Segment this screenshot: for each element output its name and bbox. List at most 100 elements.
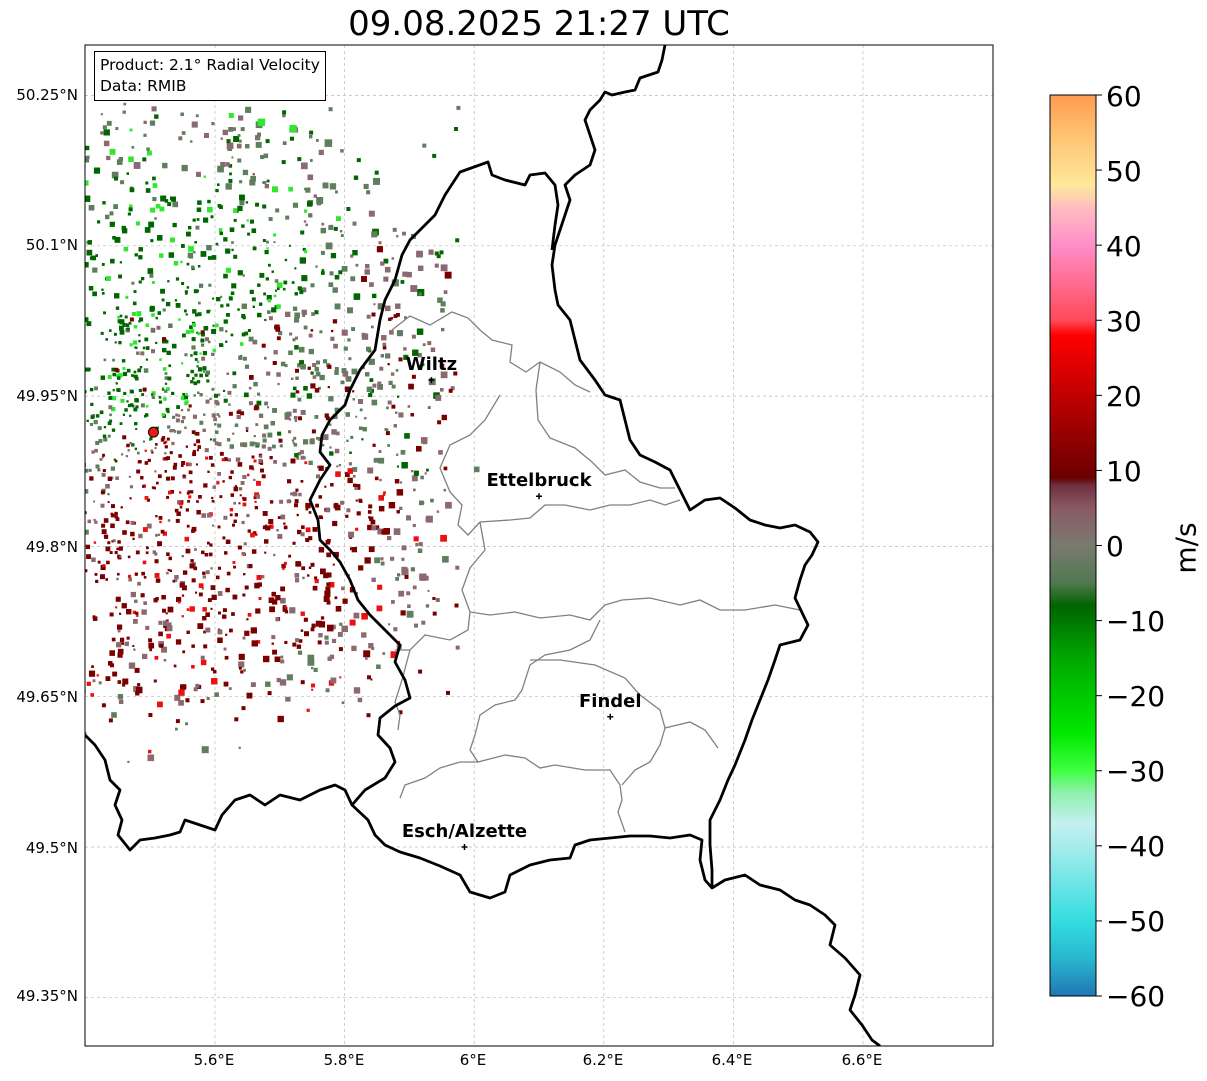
- velocity-bin: [301, 525, 305, 529]
- velocity-bin: [186, 262, 190, 266]
- velocity-bin: [78, 469, 83, 474]
- velocity-bin: [135, 428, 138, 430]
- velocity-bin: [378, 450, 382, 453]
- velocity-bin: [30, 194, 37, 201]
- velocity-bin: [320, 227, 326, 234]
- velocity-bin: [251, 549, 257, 554]
- velocity-bin: [261, 343, 266, 348]
- velocity-bin: [40, 365, 43, 368]
- velocity-bin: [146, 346, 150, 350]
- velocity-bin: [395, 303, 401, 309]
- velocity-bin: [238, 487, 243, 491]
- velocity-bin: [282, 462, 287, 467]
- velocity-bin: [162, 337, 166, 342]
- velocity-bin: [180, 420, 184, 424]
- velocity-bin: [91, 665, 94, 668]
- velocity-bin: [320, 568, 326, 575]
- velocity-bin: [280, 659, 285, 664]
- velocity-bin: [292, 338, 296, 342]
- velocity-bin: [98, 681, 102, 685]
- velocity-bin: [148, 642, 155, 649]
- velocity-bin: [138, 255, 143, 260]
- velocity-bin: [303, 439, 309, 445]
- velocity-bin: [367, 467, 374, 474]
- velocity-bin: [108, 396, 113, 400]
- velocity-bin: [203, 217, 209, 223]
- velocity-bin: [453, 371, 458, 376]
- velocity-bin: [228, 164, 233, 168]
- velocity-bin: [58, 607, 61, 610]
- velocity-bin: [398, 412, 404, 418]
- velocity-bin: [267, 298, 271, 303]
- velocity-bin: [151, 349, 155, 354]
- velocity-bin: [251, 455, 255, 459]
- velocity-bin: [71, 451, 73, 453]
- velocity-bin: [191, 337, 196, 342]
- lon-tick-label: 6.6°E: [841, 1051, 883, 1069]
- velocity-bin: [208, 283, 212, 287]
- velocity-bin: [54, 451, 59, 456]
- velocity-bin: [115, 382, 118, 385]
- velocity-bin: [56, 180, 61, 185]
- velocity-bin: [118, 699, 124, 704]
- velocity-bin: [352, 221, 357, 226]
- velocity-bin: [168, 556, 172, 561]
- velocity-bin: [79, 153, 83, 157]
- velocity-bin: [73, 417, 76, 420]
- velocity-bin: [202, 607, 207, 612]
- velocity-bin: [289, 125, 297, 133]
- velocity-bin: [51, 295, 53, 297]
- velocity-bin: [201, 550, 205, 555]
- velocity-bin: [126, 520, 129, 524]
- velocity-bin: [105, 546, 111, 552]
- velocity-bin: [436, 254, 441, 259]
- velocity-bin: [329, 271, 334, 276]
- velocity-bin: [58, 607, 61, 610]
- velocity-bin: [294, 499, 299, 504]
- velocity-bin: [263, 292, 267, 296]
- velocity-bin: [232, 561, 236, 564]
- velocity-bin: [282, 110, 287, 115]
- velocity-bin: [128, 207, 133, 212]
- velocity-bin: [382, 342, 387, 347]
- velocity-bin: [239, 200, 245, 206]
- velocity-bin: [262, 204, 267, 209]
- velocity-bin: [198, 592, 203, 597]
- velocity-bin: [312, 527, 318, 532]
- velocity-bin: [127, 760, 130, 763]
- velocity-bin: [240, 342, 244, 346]
- velocity-bin: [102, 564, 106, 567]
- velocity-bin: [75, 382, 79, 386]
- velocity-bin: [132, 301, 137, 306]
- velocity-bin: [103, 426, 107, 429]
- velocity-bin: [53, 521, 58, 526]
- velocity-bin: [93, 167, 101, 174]
- velocity-bin: [36, 184, 40, 188]
- velocity-bin: [54, 138, 56, 140]
- velocity-bin: [352, 250, 358, 256]
- velocity-bin: [320, 616, 325, 620]
- velocity-bin: [184, 395, 189, 400]
- velocity-bin: [36, 613, 40, 617]
- velocity-bin: [305, 223, 308, 227]
- velocity-bin: [304, 461, 308, 465]
- velocity-bin: [292, 442, 295, 445]
- velocity-bin: [272, 186, 278, 193]
- velocity-bin: [296, 456, 300, 460]
- velocity-bin: [161, 646, 167, 653]
- velocity-bin: [237, 205, 243, 212]
- velocity-bin: [47, 206, 50, 209]
- velocity-bin: [185, 722, 188, 726]
- velocity-bin: [158, 400, 163, 404]
- velocity-bin: [334, 367, 339, 371]
- velocity-bin: [246, 514, 250, 518]
- velocity-bin: [178, 136, 183, 141]
- velocity-bin: [190, 559, 194, 563]
- velocity-bin: [355, 527, 359, 531]
- velocity-bin: [353, 293, 361, 300]
- velocity-bin: [297, 452, 301, 456]
- velocity-bin: [310, 627, 315, 632]
- velocity-bin: [209, 455, 213, 460]
- velocity-bin: [129, 204, 133, 208]
- velocity-bin: [142, 387, 147, 392]
